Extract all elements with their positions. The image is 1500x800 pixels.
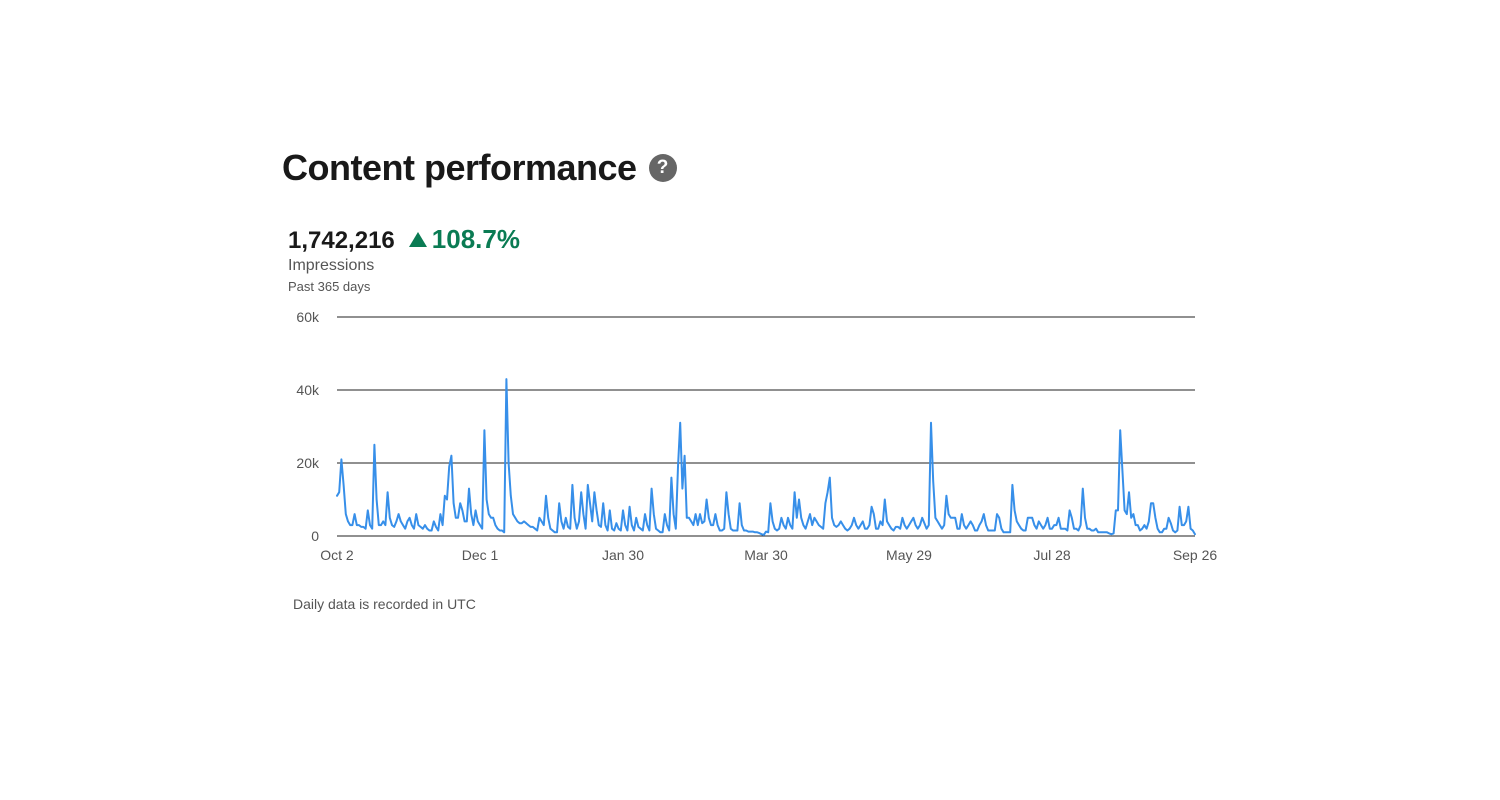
footnote: Daily data is recorded in UTC [293,596,476,612]
impressions-line-chart: 0 20k 40k 60k Oct 2 Dec 1 Jan 30 Mar 30 May 29 Ju… [296,309,1218,563]
delta-value: 108.7% [431,224,520,254]
x-tick-label: Sep 26 [1173,547,1218,563]
content-performance-card: Content performance ? 1,742,216 108.7% I… [282,140,1222,612]
x-tick-label: Jul 28 [1033,547,1071,563]
metric-label: Impressions [288,257,375,274]
x-tick-label: Jan 30 [602,547,644,563]
page-title: Content performance [282,147,637,188]
x-tick-label: Oct 2 [320,547,354,563]
delta-indicator: 108.7% [408,224,520,255]
x-tick-label: May 29 [886,547,932,563]
metric-row: 1,742,216 108.7% [288,224,1222,255]
y-tick-label: 0 [311,528,319,544]
question-circle-icon[interactable]: ? [648,154,677,182]
triangle-up-icon [408,232,427,247]
series-line-impressions [336,378,1196,536]
x-tick-label: Mar 30 [744,547,788,563]
x-tick-label: Dec 1 [462,547,499,563]
impressions-value: 1,742,216 [288,227,395,254]
title-row: Content performance ? [282,140,1222,196]
metric-period: Past 365 days [288,279,371,294]
y-tick-label: 40k [296,382,320,398]
y-tick-label: 20k [296,455,320,471]
y-tick-label: 60k [296,309,320,325]
